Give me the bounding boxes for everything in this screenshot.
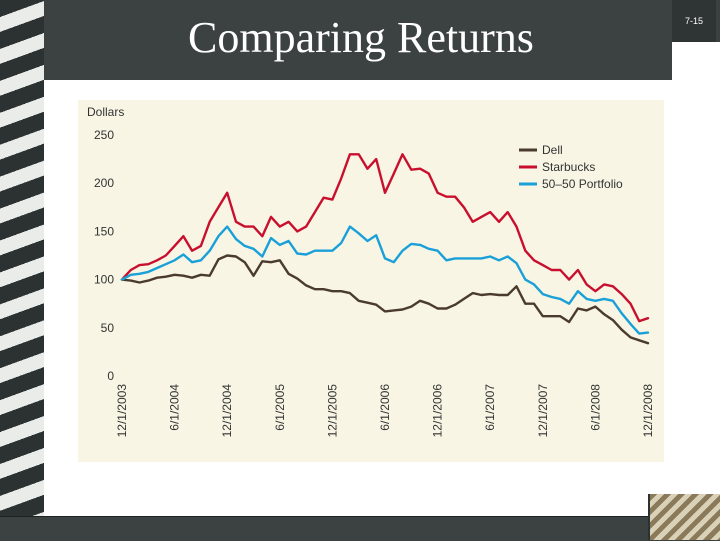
- y-tick-label: 100: [94, 273, 114, 287]
- x-tick-label: 12/1/2006: [431, 384, 445, 438]
- x-tick-label: 12/1/2003: [115, 384, 129, 438]
- y-tick-label: 250: [94, 128, 114, 142]
- chart-series-lines: [120, 153, 650, 345]
- x-tick-label: 6/1/2008: [588, 384, 602, 431]
- y-axis-label: Dollars: [87, 105, 124, 119]
- series-line-50-50-portfolio: [120, 225, 650, 335]
- corner-decoration: [648, 494, 720, 540]
- y-tick-label: 150: [94, 224, 114, 238]
- y-axis-ticks: 0 50 100 150 200 250: [94, 128, 114, 383]
- decorative-stripe-bar: [0, 0, 44, 540]
- x-axis-ticks: 12/1/2003 6/1/2004 12/1/2004 6/1/2005 12/1/2…: [115, 384, 655, 438]
- bottom-bar: [0, 516, 648, 541]
- x-tick-label: 12/1/2008: [641, 384, 655, 438]
- x-tick-label: 6/1/2005: [273, 384, 287, 431]
- y-tick-label: 0: [107, 369, 114, 383]
- x-tick-label: 12/1/2007: [536, 384, 550, 438]
- series-line-dell: [120, 254, 650, 345]
- series-line-starbucks: [120, 153, 650, 323]
- legend-label: Dell: [542, 143, 563, 157]
- x-tick-label: 6/1/2004: [168, 384, 182, 431]
- chart-legend: Dell Starbucks 50–50 Portfolio: [519, 143, 623, 191]
- page-title: Comparing Returns: [188, 13, 534, 62]
- legend-label: Starbucks: [542, 160, 595, 174]
- x-tick-label: 12/1/2004: [220, 384, 234, 438]
- right-margin-panel: [672, 42, 720, 540]
- slide-number: 7-15: [672, 0, 716, 42]
- chart-background: [78, 100, 664, 462]
- x-tick-label: 6/1/2006: [378, 384, 392, 431]
- y-tick-label: 50: [101, 321, 115, 335]
- x-tick-label: 6/1/2007: [483, 384, 497, 431]
- x-tick-label: 12/1/2005: [325, 384, 339, 438]
- legend-label: 50–50 Portfolio: [542, 177, 623, 191]
- title-band: [44, 0, 672, 80]
- y-tick-label: 200: [94, 176, 114, 190]
- returns-chart: Dollars 0 50 100 150 200 250 12/1/2003 6/1/200…: [78, 100, 664, 462]
